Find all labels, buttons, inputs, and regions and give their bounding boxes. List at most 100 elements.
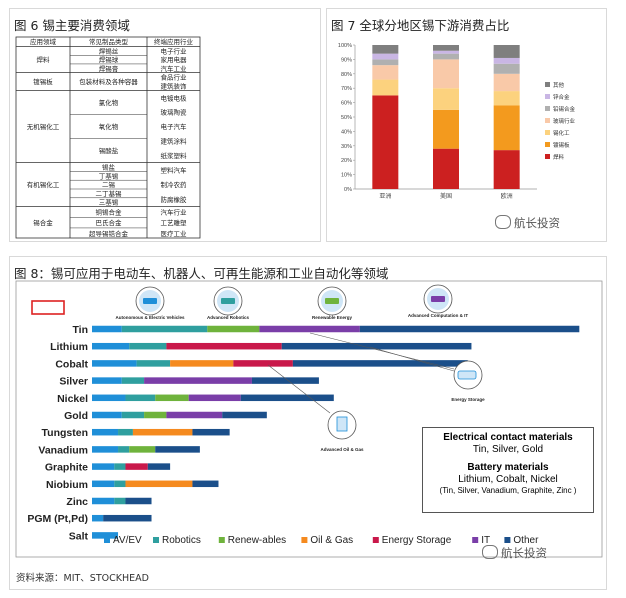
bar-segment [493, 45, 520, 58]
legend-label: 铅锡合金 [553, 105, 576, 113]
fig6-panel: 图 6 锡主要消费领域 应用领域 常见制品类型 终端应用行业 焊料 焊锡丝 焊锡球 焊锡膏电… [9, 8, 321, 242]
bar-segment [92, 394, 126, 402]
bar-segment [233, 360, 293, 367]
bar-segment [92, 325, 122, 333]
legend-label: Robotics [162, 535, 201, 546]
table-header: 应用领域 [30, 37, 57, 46]
icon-glyph [221, 298, 235, 304]
connector-line [267, 364, 331, 414]
bar-segment [433, 148, 459, 189]
bar-segment [121, 377, 145, 384]
bar-segment [188, 394, 241, 402]
fig8-panel: 图 8：锡可应用于电动车、机器人、可再生能源和工业自动化等领域 Tin Lithi… [9, 256, 607, 590]
bar-segment [92, 411, 122, 419]
fig8-watermark-text: 航长投资 [501, 546, 547, 560]
table-industry-cell: 汽车工业 [161, 64, 188, 73]
legend-swatch [545, 142, 550, 147]
legend-label: 锌合金 [553, 93, 570, 101]
bar-segment [155, 446, 200, 453]
legend-label: Oil & Gas [310, 535, 353, 546]
bar-segment [372, 65, 399, 80]
x-tick-label: 美国 [440, 192, 452, 200]
fig8-chart: Tin Lithium Cobalt Silver Nickel Gold Tungsten… [15, 280, 603, 558]
fig8-watermark: 航长投资 [482, 545, 547, 561]
fig7-title: 图 7 全球分地区锡下游消费占比 [331, 18, 510, 33]
bar-segment [433, 59, 459, 89]
bar-segment [259, 325, 360, 333]
bar-segment [192, 428, 230, 436]
table-industry-cell: 汽车行业 [161, 207, 188, 216]
table-industry-cell: 塑料汽车 [161, 165, 188, 174]
bar-segment [493, 105, 520, 151]
category-label: Cobalt [55, 358, 88, 370]
legend-swatch [104, 537, 110, 543]
bar-segment [359, 325, 580, 333]
bar-segment [92, 342, 130, 350]
y-tick-label: 50% [341, 115, 352, 121]
legend-swatch [504, 537, 511, 543]
y-tick-label: 30% [341, 144, 352, 150]
bar-segment [92, 360, 137, 367]
bar-segment [372, 95, 399, 189]
table-industry-cell: 纸浆塑料 [161, 151, 188, 160]
legend-swatch [545, 130, 550, 135]
y-tick-label: 100% [338, 43, 352, 49]
bar-segment [136, 360, 171, 367]
box-line-battery-extra: (Tin, Silver, Vanadium, Graphite, Zinc ) [439, 486, 577, 495]
table-product-cell: 氯化物 [99, 98, 119, 107]
bar-segment [170, 360, 234, 367]
bar-segment [125, 497, 152, 505]
oil-rig-icon [336, 416, 348, 432]
legend-swatch [545, 118, 550, 123]
bar-segment [372, 79, 399, 96]
bar-segment [493, 150, 520, 189]
category-label: Gold [64, 410, 88, 422]
table-product-cell: 丁基锡 [99, 171, 119, 180]
table-product-cell: 二丁基锡 [96, 189, 123, 198]
bar-segment [493, 63, 520, 74]
bar-segment [147, 463, 171, 470]
bar-segment [118, 428, 133, 436]
bar-segment [433, 88, 459, 110]
legend-label: AV/EV [113, 535, 142, 546]
legend-label: 锡化工 [553, 129, 570, 137]
table-industry-cell: 电镀电极 [161, 93, 188, 102]
bar-segment [281, 342, 472, 350]
y-tick-label: 90% [341, 57, 352, 63]
legend-label: Renew-ables [228, 535, 286, 546]
table-domain-cell: 有机锡化工 [27, 180, 60, 189]
chart-frame [15, 280, 603, 558]
table-frame [15, 36, 201, 239]
table-domain-cell: 焊料 [37, 55, 51, 64]
bar-segment [493, 57, 520, 64]
table-header: 常见制品类型 [89, 37, 129, 46]
bar-segment [372, 45, 399, 54]
bar-segment [222, 411, 267, 419]
table-product-cell: 焊锡球 [99, 55, 119, 64]
category-label: Niobium [46, 479, 88, 491]
legend-label: IT [481, 535, 490, 546]
icon-glyph [325, 298, 339, 304]
fig7-watermark-text: 航长投资 [514, 216, 560, 230]
bar-segment [132, 428, 193, 436]
bar-segment [129, 446, 156, 453]
category-label: Tungsten [42, 427, 88, 439]
table-industry-cell: 防腐橡胶 [161, 195, 188, 204]
bar-segment [166, 411, 223, 419]
bar-segment [114, 463, 126, 470]
bar-segment [103, 514, 152, 522]
bar-segment [92, 480, 115, 488]
y-tick-label: 10% [341, 173, 352, 179]
x-tick-label: 亚洲 [379, 193, 391, 200]
icon-label: Energy Storage [451, 397, 485, 402]
materials-box: Electrical contact materials Tin, Silver… [422, 427, 594, 513]
connector-line [369, 346, 455, 372]
bar-segment [493, 73, 520, 92]
category-label: Nickel [57, 393, 88, 405]
legend-label: 其他 [553, 81, 565, 89]
bar-segment [144, 411, 167, 419]
y-tick-label: 80% [341, 72, 352, 78]
legend-swatch [301, 537, 308, 543]
table-product-cell: 巴氏合金 [96, 218, 123, 227]
